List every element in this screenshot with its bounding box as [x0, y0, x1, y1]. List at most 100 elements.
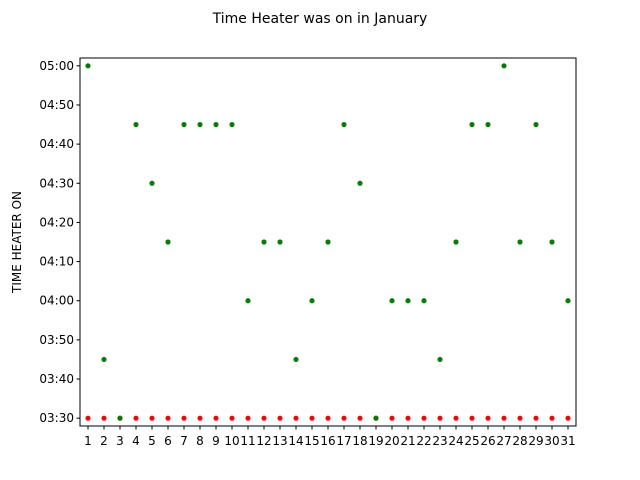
- data-point-series-1: [533, 415, 539, 421]
- data-points: [85, 63, 571, 421]
- data-point-series-2: [325, 239, 331, 245]
- x-tick-label: 16: [320, 434, 335, 448]
- data-point-series-2: [373, 415, 379, 421]
- data-point-series-2: [277, 239, 283, 245]
- data-point-series-1: [485, 415, 491, 421]
- data-point-series-2: [533, 121, 539, 128]
- data-point-series-1: [325, 415, 331, 421]
- x-axis: 1 2 3 4 5 6 7 8 9 10 11 12 13 14 15 16 17 18 19 20 21 22 23 24 2…: [84, 426, 576, 448]
- data-point-series-2: [485, 121, 491, 128]
- data-point-series-1: [421, 415, 427, 421]
- data-point-series-2: [405, 298, 411, 304]
- data-point-series-1: [101, 415, 107, 421]
- data-point-series-2: [453, 239, 459, 245]
- x-tick-label: 4: [132, 434, 140, 448]
- x-tick-label: 15: [304, 434, 319, 448]
- data-point-series-2: [293, 356, 299, 363]
- x-tick-label: 7: [180, 434, 188, 448]
- data-point-series-2: [133, 121, 139, 128]
- x-tick-label: 12: [256, 434, 271, 448]
- x-tick-label: 17: [336, 434, 351, 448]
- data-point-series-1: [437, 415, 443, 421]
- data-point-series-2: [101, 356, 107, 363]
- data-point-series-1: [261, 415, 267, 421]
- x-tick-label: 25: [464, 434, 479, 448]
- data-point-series-1: [181, 415, 187, 421]
- plot-frame: [79, 57, 577, 427]
- data-point-series-2: [309, 298, 315, 304]
- data-point-series-2: [165, 239, 171, 245]
- data-point-series-1: [565, 415, 571, 421]
- x-tick-label: 24: [448, 434, 463, 448]
- x-tick-label: 10: [224, 434, 239, 448]
- data-point-series-2: [229, 121, 235, 128]
- data-point-series-1: [149, 415, 155, 421]
- data-point-series-2: [149, 180, 155, 186]
- data-point-series-1: [517, 415, 523, 421]
- y-tick-label: 03:30: [39, 411, 74, 425]
- data-point-series-1: [341, 415, 347, 421]
- y-tick-label: 03:40: [39, 372, 74, 386]
- y-tick-label: 04:00: [39, 294, 74, 308]
- data-point-series-1: [309, 415, 315, 421]
- x-tick-label: 26: [480, 434, 495, 448]
- data-point-series-1: [469, 415, 475, 421]
- data-point-series-1: [133, 415, 139, 421]
- data-point-series-1: [165, 415, 171, 421]
- x-tick-label: 14: [288, 434, 303, 448]
- data-point-series-1: [501, 415, 507, 421]
- data-point-series-2: [565, 298, 571, 304]
- data-point-series-2: [549, 239, 555, 245]
- x-tick-label: 6: [164, 434, 172, 448]
- data-point-series-2: [261, 239, 267, 245]
- x-tick-label: 19: [368, 434, 383, 448]
- y-axis-label: TIME HEATER ON: [10, 191, 24, 294]
- y-tick-label: 04:50: [39, 98, 74, 112]
- x-tick-label: 22: [416, 434, 431, 448]
- data-point-series-1: [405, 415, 411, 421]
- x-tick-label: 31: [560, 434, 575, 448]
- x-tick-label: 11: [240, 434, 255, 448]
- x-tick-label: 8: [196, 434, 204, 448]
- x-tick-label: 1: [84, 434, 92, 448]
- chart-title: Time Heater was on in January: [212, 11, 428, 27]
- data-point-series-1: [229, 415, 235, 421]
- data-point-series-2: [245, 298, 251, 304]
- data-point-series-1: [245, 415, 251, 421]
- data-point-series-1: [549, 415, 555, 421]
- data-point-series-2: [517, 239, 523, 245]
- data-point-series-2: [213, 121, 219, 128]
- y-tick-label: 04:30: [39, 176, 74, 190]
- x-tick-label: 13: [272, 434, 287, 448]
- x-tick-label: 30: [544, 434, 559, 448]
- data-point-series-1: [389, 415, 395, 421]
- data-point-series-2: [469, 121, 475, 128]
- data-point-series-2: [357, 180, 363, 186]
- y-tick-label: 05:00: [39, 59, 74, 73]
- data-point-series-2: [341, 121, 347, 128]
- y-tick-label: 04:20: [39, 215, 74, 229]
- x-tick-label: 20: [384, 434, 399, 448]
- data-point-series-1: [453, 415, 459, 421]
- data-point-series-2: [421, 298, 427, 304]
- data-point-series-1: [277, 415, 283, 421]
- data-point-series-2: [197, 121, 203, 128]
- x-tick-label: 28: [512, 434, 527, 448]
- data-point-series-2: [117, 415, 123, 421]
- x-tick-label: 29: [528, 434, 543, 448]
- x-tick-label: 23: [432, 434, 447, 448]
- y-tick-label: 04:40: [39, 137, 74, 151]
- data-point-series-2: [501, 63, 507, 69]
- data-point-series-2: [181, 121, 187, 128]
- data-point-series-1: [85, 415, 91, 421]
- data-point-series-1: [357, 415, 363, 421]
- y-tick-label: 04:10: [39, 255, 74, 269]
- data-point-series-2: [85, 63, 91, 69]
- data-point-series-2: [437, 356, 443, 363]
- x-tick-label: 9: [212, 434, 220, 448]
- y-axis: 03:30 03:40 03:50 04:00 04:10 04:20 04:30 04:40…: [39, 59, 80, 425]
- x-tick-label: 2: [100, 434, 108, 448]
- data-point-series-1: [213, 415, 219, 421]
- data-point-series-1: [293, 415, 299, 421]
